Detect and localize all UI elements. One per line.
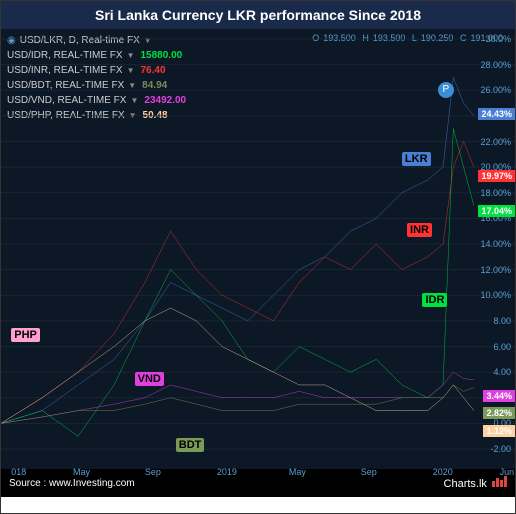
x-tick-label: 2020: [433, 467, 453, 477]
value-badge: 24.43%: [478, 108, 515, 120]
series-line-bdt: [1, 385, 474, 423]
series-label: INR: [407, 223, 432, 237]
series-line-lkr: [1, 77, 474, 423]
series-label: LKR: [402, 152, 431, 166]
y-tick-label: 26.00%: [480, 85, 511, 95]
series-label: BDT: [176, 438, 205, 452]
y-tick-label: 28.00%: [480, 60, 511, 70]
y-tick-label: -2.00: [490, 444, 511, 454]
y-tick-label: 18.00%: [480, 188, 511, 198]
y-tick-label: 8.00: [493, 316, 511, 326]
x-tick-label: 018: [11, 467, 26, 477]
series-line-php: [1, 308, 474, 423]
x-tick-label: Sep: [361, 467, 377, 477]
x-tick-label: Jun: [500, 467, 515, 477]
value-badge: 17.04%: [478, 205, 515, 217]
value-badge: 3.44%: [483, 390, 515, 402]
y-tick-label: 4.00: [493, 367, 511, 377]
y-tick-label: 30.0%: [485, 34, 511, 44]
value-badge: 19.97%: [478, 170, 515, 182]
p-marker-icon: P: [438, 82, 454, 98]
x-tick-label: 2019: [217, 467, 237, 477]
y-tick-label: 12.00%: [480, 265, 511, 275]
y-tick-label: 14.00%: [480, 239, 511, 249]
x-tick-label: May: [73, 467, 90, 477]
series-line-inr: [1, 142, 474, 424]
series-label: IDR: [422, 293, 447, 307]
series-label: PHP: [11, 328, 40, 342]
x-tick-label: May: [289, 467, 306, 477]
chart-area: O193.500 H193.500 L190.250 C191.000 ◉ US…: [1, 29, 515, 469]
chart-title: Sri Lanka Currency LKR performance Since…: [1, 1, 515, 29]
logo-bars-icon: [492, 476, 507, 487]
series-label: VND: [135, 372, 164, 386]
source-text: Source : www.Investing.com: [9, 478, 135, 489]
y-tick-label: 22.00%: [480, 137, 511, 147]
logo: Charts.lk: [444, 476, 507, 490]
y-tick-label: 6.00: [493, 342, 511, 352]
value-badge: 2.82%: [483, 407, 515, 419]
chart-plot: [1, 29, 515, 469]
logo-text: Charts.lk: [444, 478, 487, 490]
x-tick-label: Sep: [145, 467, 161, 477]
y-tick-label: 10.00%: [480, 290, 511, 300]
series-line-idr: [1, 129, 474, 437]
chart-container: Sri Lanka Currency LKR performance Since…: [0, 0, 516, 514]
value-badge: 1.12%: [483, 425, 515, 437]
